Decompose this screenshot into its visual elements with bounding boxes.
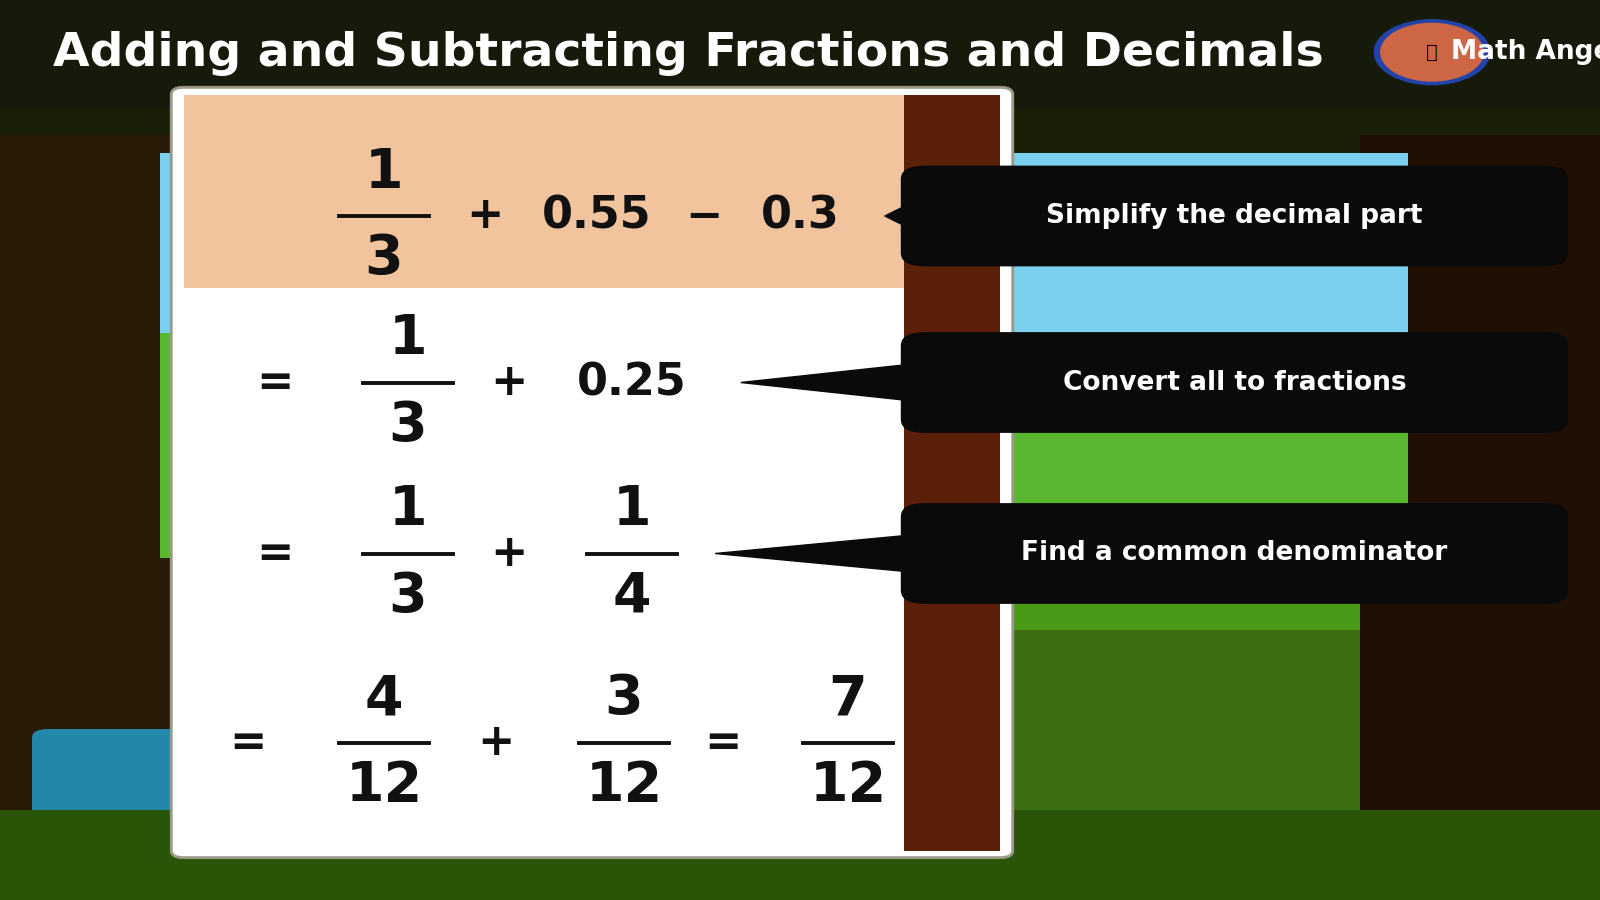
Text: Adding and Subtracting Fractions and Decimals: Adding and Subtracting Fractions and Dec… (53, 32, 1323, 76)
Text: +: + (466, 194, 504, 238)
FancyBboxPatch shape (901, 332, 1568, 433)
Text: =: = (704, 721, 742, 764)
FancyBboxPatch shape (1360, 135, 1600, 810)
FancyBboxPatch shape (184, 94, 904, 288)
Text: =: = (229, 721, 267, 764)
Text: 3: 3 (605, 672, 643, 726)
Text: 🐾: 🐾 (1426, 42, 1438, 62)
Text: Convert all to fractions: Convert all to fractions (1062, 370, 1406, 395)
Text: +: + (490, 361, 528, 404)
Circle shape (1374, 20, 1490, 85)
FancyBboxPatch shape (0, 270, 1600, 630)
Polygon shape (715, 534, 925, 573)
Text: 4: 4 (613, 570, 651, 624)
FancyBboxPatch shape (904, 94, 1000, 850)
Text: =: = (256, 361, 294, 404)
Text: 12: 12 (810, 759, 886, 813)
Text: −: − (685, 194, 723, 238)
Text: 1: 1 (389, 483, 427, 537)
Text: 0.3: 0.3 (760, 194, 840, 238)
Text: Math Angel: Math Angel (1451, 40, 1600, 65)
Text: Find a common denominator: Find a common denominator (1021, 541, 1448, 566)
FancyBboxPatch shape (0, 0, 1600, 108)
Text: 3: 3 (389, 399, 427, 453)
Text: +: + (490, 532, 528, 575)
Polygon shape (741, 363, 925, 402)
Text: 4: 4 (365, 672, 403, 726)
FancyBboxPatch shape (160, 333, 1408, 558)
Text: 3: 3 (365, 232, 403, 286)
Polygon shape (885, 196, 925, 236)
Text: 1: 1 (613, 483, 651, 537)
FancyBboxPatch shape (171, 87, 1013, 858)
Text: 12: 12 (586, 759, 662, 813)
Text: 0.55: 0.55 (542, 194, 651, 238)
Text: 1: 1 (365, 146, 403, 200)
FancyBboxPatch shape (160, 153, 1408, 405)
Text: =: = (256, 532, 294, 575)
Text: 7: 7 (829, 672, 867, 726)
FancyBboxPatch shape (0, 810, 1600, 900)
FancyBboxPatch shape (0, 135, 208, 810)
Text: 1: 1 (389, 312, 427, 366)
Text: Simplify the decimal part: Simplify the decimal part (1046, 203, 1422, 229)
Circle shape (1381, 23, 1483, 81)
Text: 12: 12 (346, 759, 422, 813)
FancyBboxPatch shape (901, 503, 1568, 604)
FancyBboxPatch shape (32, 729, 224, 855)
Text: 3: 3 (389, 570, 427, 624)
Text: 0.25: 0.25 (578, 361, 686, 404)
FancyBboxPatch shape (0, 585, 1600, 900)
FancyBboxPatch shape (0, 0, 1600, 162)
FancyBboxPatch shape (901, 166, 1568, 266)
Text: +: + (477, 721, 515, 764)
